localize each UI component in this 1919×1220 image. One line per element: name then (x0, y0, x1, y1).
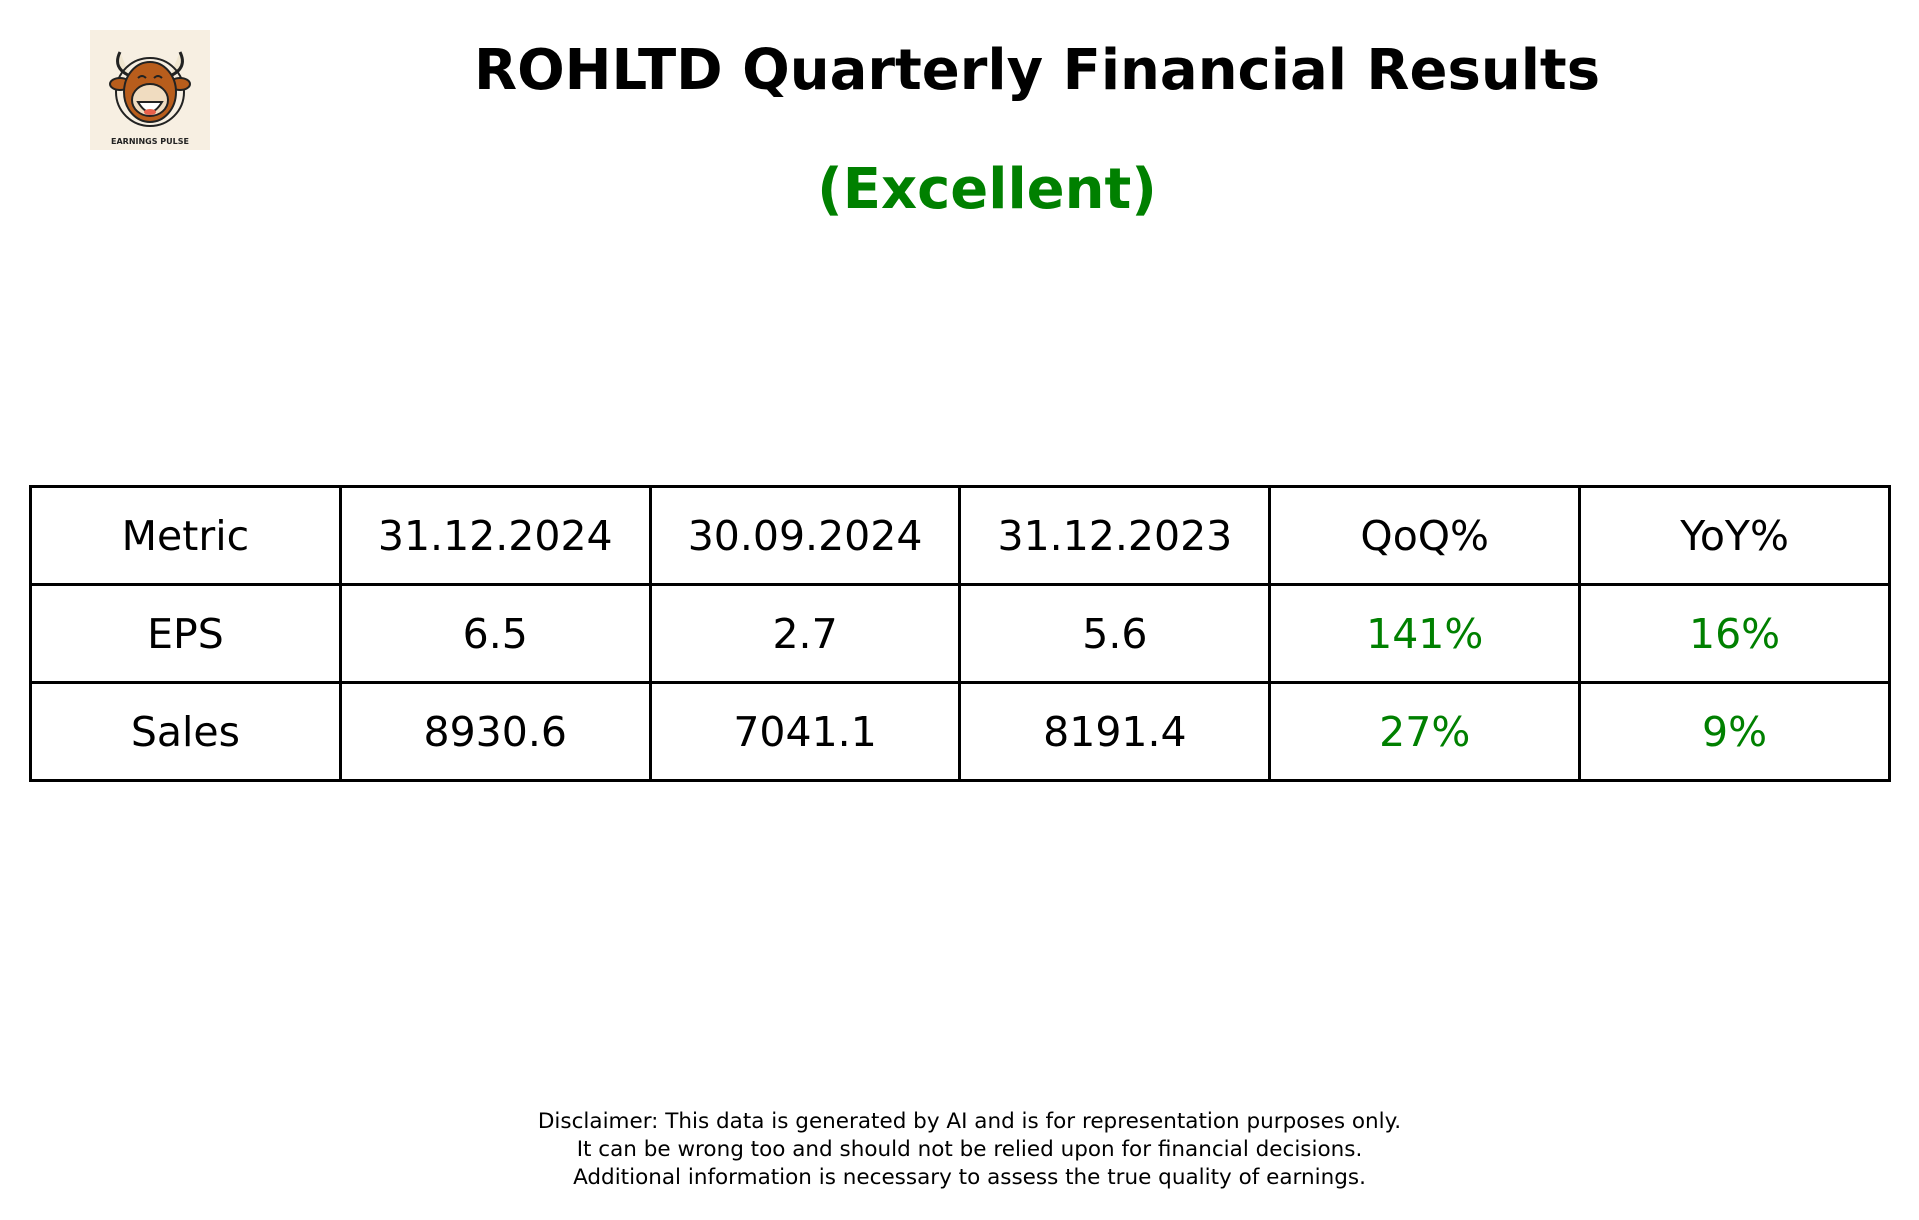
header-cell: 31.12.2024 (338, 485, 652, 586)
metric-cell: Sales (29, 681, 342, 782)
disclaimer-line: Additional information is necessary to a… (573, 1165, 1366, 1190)
yoy-cell: 16% (1578, 583, 1891, 684)
page-title: ROHLTD Quarterly Financial Results (473, 38, 1601, 103)
disclaimer-line: Disclaimer: This data is generated by AI… (537, 1109, 1402, 1134)
rating-label: (Excellent) (817, 157, 1157, 222)
header-cell: Metric (29, 485, 342, 586)
disclaimer-line: It can be wrong too and should not be re… (576, 1137, 1363, 1162)
svg-text:EARNINGS PULSE: EARNINGS PULSE (111, 137, 189, 146)
table-row: Sales 8930.6 7041.1 8191.4 27% 9% (29, 681, 1891, 782)
value-cell: 5.6 (958, 583, 1272, 684)
table-header-row: Metric 31.12.2024 30.09.2024 31.12.2023 … (29, 485, 1891, 586)
metric-cell: EPS (29, 583, 342, 684)
bull-icon: EARNINGS PULSE (109, 51, 191, 146)
table-row: EPS 6.5 2.7 5.6 141% 16% (29, 583, 1891, 684)
value-cell: 8930.6 (338, 681, 652, 782)
header-cell: QoQ% (1268, 485, 1582, 586)
disclaimer: Disclaimer: This data is generated by AI… (0, 1108, 1919, 1192)
value-cell: 7041.1 (648, 681, 962, 782)
value-cell: 6.5 (338, 583, 652, 684)
value-cell: 8191.4 (958, 681, 1272, 782)
header-cell: 30.09.2024 (648, 485, 962, 586)
earnings-pulse-logo: EARNINGS PULSE (90, 30, 210, 150)
results-table: Metric 31.12.2024 30.09.2024 31.12.2023 … (29, 485, 1891, 782)
header-cell: YoY% (1578, 485, 1891, 586)
value-cell: 2.7 (648, 583, 962, 684)
yoy-cell: 9% (1578, 681, 1891, 782)
qoq-cell: 141% (1268, 583, 1582, 684)
qoq-cell: 27% (1268, 681, 1582, 782)
header-cell: 31.12.2023 (958, 485, 1272, 586)
